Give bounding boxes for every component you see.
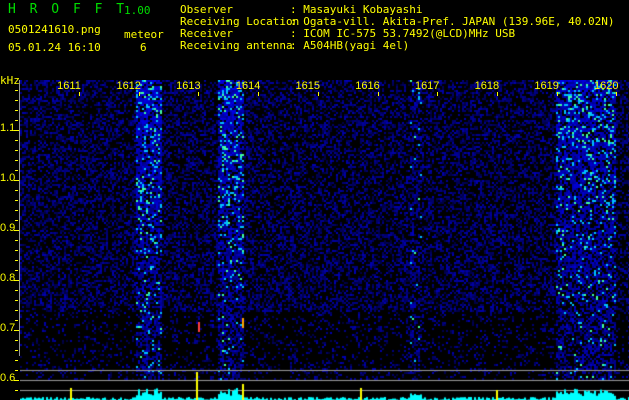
y-tick xyxy=(14,380,19,381)
file-datetime: 05.01.24 16:10 xyxy=(8,41,101,54)
y-tick xyxy=(15,290,18,291)
x-tick xyxy=(198,92,200,96)
info-label: Receiving Location xyxy=(180,15,300,28)
time-label: 1611 xyxy=(57,80,81,92)
y-tick xyxy=(14,130,19,131)
info-label: Receiving antenna xyxy=(180,39,293,52)
y-tick xyxy=(15,270,18,271)
y-tick xyxy=(15,350,18,351)
meteor-count: 6 xyxy=(140,41,147,54)
y-tick xyxy=(15,190,18,191)
info-value: : Ogata-vill. Akita-Pref. JAPAN (139.96E… xyxy=(290,15,615,28)
time-label: 1612 xyxy=(116,80,141,92)
y-label: 1.0 xyxy=(0,172,16,184)
y-tick xyxy=(15,300,18,301)
time-label: 1616 xyxy=(355,80,380,92)
app-version: 1.00 xyxy=(124,4,151,17)
y-tick xyxy=(15,340,18,341)
y-tick xyxy=(15,150,18,151)
app-title: H R O F F T xyxy=(8,2,128,17)
y-tick xyxy=(14,280,19,281)
time-label: 1615 xyxy=(295,80,321,92)
x-tick xyxy=(317,92,319,96)
y-tick xyxy=(15,100,18,101)
file-name: 0501241610.png xyxy=(8,23,101,36)
y-tick xyxy=(15,370,18,371)
y-tick xyxy=(15,110,18,111)
y-tick xyxy=(15,120,18,121)
y-tick xyxy=(15,390,18,391)
y-label: 0.8 xyxy=(0,272,16,284)
y-axis-line xyxy=(19,80,20,356)
y-tick xyxy=(15,250,18,251)
time-label: 1614 xyxy=(235,80,261,92)
y-tick xyxy=(15,200,18,201)
y-tick xyxy=(15,160,18,161)
y-label: 0.7 xyxy=(0,322,16,334)
x-tick xyxy=(496,92,498,96)
x-tick xyxy=(138,92,140,96)
time-label: 1617 xyxy=(414,80,440,92)
y-tick xyxy=(15,320,18,321)
y-tick xyxy=(14,180,19,181)
axis-unit: kHz xyxy=(0,74,20,87)
time-label: 1613 xyxy=(176,80,201,92)
spectrogram xyxy=(20,80,629,400)
meteor-label: meteor xyxy=(124,28,164,41)
info-value: : A504HB(yagi 4el) xyxy=(290,39,410,52)
info-value: : Masayuki Kobayashi xyxy=(290,3,423,16)
y-tick xyxy=(15,220,18,221)
y-tick xyxy=(15,240,18,241)
x-tick xyxy=(377,92,379,96)
time-label: 1618 xyxy=(474,80,500,92)
y-tick xyxy=(15,360,18,361)
y-tick xyxy=(15,260,18,261)
y-tick xyxy=(15,90,18,91)
info-value: : ICOM IC-575 53.7492(@LCD)MHz USB xyxy=(290,27,516,40)
x-tick xyxy=(616,92,618,96)
y-tick xyxy=(14,230,19,231)
y-label: 0.9 xyxy=(0,222,16,234)
x-tick xyxy=(556,92,558,96)
y-label: 1.1 xyxy=(0,122,16,134)
time-label: 1620 xyxy=(594,80,619,92)
y-tick xyxy=(15,140,18,141)
info-label: Receiver xyxy=(180,27,233,40)
time-label: 1619 xyxy=(534,80,559,92)
y-label: 0.6 xyxy=(0,372,16,384)
x-tick xyxy=(437,92,439,96)
y-tick xyxy=(14,330,19,331)
x-tick xyxy=(79,92,80,96)
y-tick xyxy=(15,310,18,311)
x-tick xyxy=(258,92,260,96)
info-label: Observer xyxy=(180,3,233,16)
y-tick xyxy=(15,210,18,211)
y-tick xyxy=(15,170,18,171)
